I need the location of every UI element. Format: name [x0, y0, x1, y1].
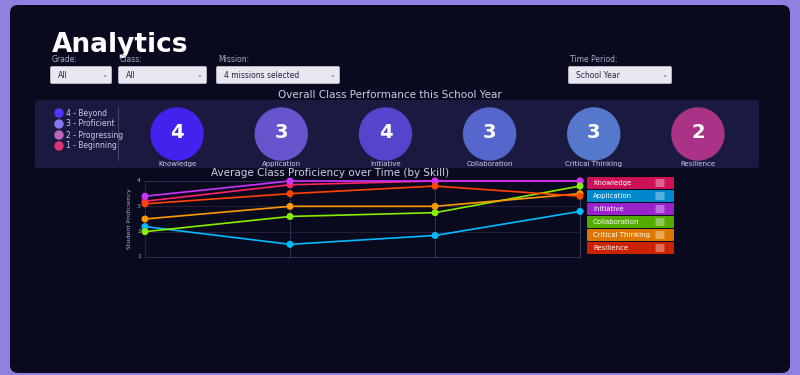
- FancyBboxPatch shape: [655, 205, 665, 213]
- Circle shape: [578, 194, 582, 199]
- Text: Average Class Proficiency over Time (by Skill): Average Class Proficiency over Time (by …: [211, 168, 449, 178]
- Text: 3: 3: [137, 204, 141, 209]
- Circle shape: [55, 120, 63, 128]
- FancyBboxPatch shape: [217, 66, 339, 84]
- Circle shape: [151, 108, 203, 160]
- Text: Resilience: Resilience: [680, 161, 715, 167]
- Text: Analytics: Analytics: [52, 32, 189, 58]
- Circle shape: [287, 178, 293, 184]
- Text: ⌄: ⌄: [197, 72, 203, 78]
- Text: 1: 1: [137, 255, 141, 260]
- Text: ⌄: ⌄: [662, 72, 668, 78]
- Circle shape: [578, 178, 582, 184]
- FancyBboxPatch shape: [655, 218, 665, 226]
- Circle shape: [142, 194, 148, 199]
- Text: 1 - Beginning: 1 - Beginning: [66, 141, 117, 150]
- Text: Initiative: Initiative: [370, 161, 401, 167]
- Text: ⌄: ⌄: [102, 72, 108, 78]
- Text: Resilience: Resilience: [593, 245, 628, 251]
- FancyBboxPatch shape: [145, 181, 580, 257]
- Text: Application: Application: [593, 193, 632, 199]
- FancyBboxPatch shape: [587, 229, 674, 241]
- Circle shape: [55, 142, 63, 150]
- Text: 4: 4: [170, 123, 184, 142]
- FancyBboxPatch shape: [587, 242, 674, 254]
- Text: 2: 2: [137, 229, 141, 234]
- Text: Grade:: Grade:: [52, 55, 78, 64]
- Text: All: All: [126, 70, 136, 80]
- Text: Initiative: Initiative: [593, 206, 624, 212]
- Text: ⌄: ⌄: [330, 72, 336, 78]
- Text: Student Proficiency: Student Proficiency: [127, 189, 133, 249]
- Circle shape: [255, 108, 307, 160]
- Text: Collaboration: Collaboration: [593, 219, 639, 225]
- Circle shape: [287, 214, 293, 219]
- FancyBboxPatch shape: [587, 177, 674, 189]
- Circle shape: [432, 204, 438, 209]
- FancyBboxPatch shape: [587, 190, 674, 202]
- Circle shape: [287, 182, 293, 188]
- FancyBboxPatch shape: [50, 66, 111, 84]
- Text: Knowledge: Knowledge: [158, 161, 196, 167]
- FancyBboxPatch shape: [655, 231, 665, 239]
- Circle shape: [578, 191, 582, 196]
- Circle shape: [432, 178, 438, 184]
- Text: Knowledge: Knowledge: [593, 180, 631, 186]
- Circle shape: [578, 209, 582, 214]
- Text: Critical Thinking: Critical Thinking: [593, 232, 650, 238]
- FancyBboxPatch shape: [118, 66, 206, 84]
- Circle shape: [142, 198, 148, 204]
- Text: Mission:: Mission:: [218, 55, 249, 64]
- FancyBboxPatch shape: [35, 100, 759, 168]
- Circle shape: [359, 108, 411, 160]
- Text: 4 missions selected: 4 missions selected: [224, 70, 299, 80]
- Circle shape: [578, 183, 582, 189]
- Circle shape: [142, 201, 148, 207]
- Circle shape: [287, 191, 293, 196]
- Text: Application: Application: [262, 161, 301, 167]
- FancyBboxPatch shape: [655, 244, 665, 252]
- Circle shape: [55, 131, 63, 139]
- Text: 4: 4: [137, 178, 141, 183]
- Text: 4 - Beyond: 4 - Beyond: [66, 108, 107, 117]
- Circle shape: [432, 210, 438, 216]
- Text: 3: 3: [274, 123, 288, 142]
- Text: 3 - Proficient: 3 - Proficient: [66, 120, 114, 129]
- Circle shape: [432, 183, 438, 189]
- Circle shape: [432, 232, 438, 238]
- Text: Class:: Class:: [120, 55, 142, 64]
- Circle shape: [432, 178, 438, 184]
- Text: 3: 3: [483, 123, 496, 142]
- FancyBboxPatch shape: [569, 66, 671, 84]
- Text: 3: 3: [587, 123, 601, 142]
- Circle shape: [142, 216, 148, 222]
- Circle shape: [287, 242, 293, 247]
- Text: Critical Thinking: Critical Thinking: [566, 161, 622, 167]
- Circle shape: [55, 109, 63, 117]
- Circle shape: [142, 224, 148, 230]
- Circle shape: [568, 108, 620, 160]
- FancyBboxPatch shape: [587, 203, 674, 215]
- Text: Overall Class Performance this School Year: Overall Class Performance this School Ye…: [278, 90, 502, 100]
- Circle shape: [578, 178, 582, 184]
- Text: 2: 2: [691, 123, 705, 142]
- Text: All: All: [58, 70, 68, 80]
- FancyBboxPatch shape: [655, 179, 665, 187]
- FancyBboxPatch shape: [655, 192, 665, 200]
- FancyBboxPatch shape: [587, 216, 674, 228]
- Circle shape: [142, 229, 148, 234]
- Circle shape: [287, 204, 293, 209]
- Circle shape: [463, 108, 515, 160]
- Text: Time Period:: Time Period:: [570, 55, 618, 64]
- Circle shape: [672, 108, 724, 160]
- Text: Collaboration: Collaboration: [466, 161, 513, 167]
- FancyBboxPatch shape: [10, 5, 790, 373]
- Text: 2 - Progressing: 2 - Progressing: [66, 130, 123, 140]
- Text: 4: 4: [378, 123, 392, 142]
- Text: School Year: School Year: [576, 70, 620, 80]
